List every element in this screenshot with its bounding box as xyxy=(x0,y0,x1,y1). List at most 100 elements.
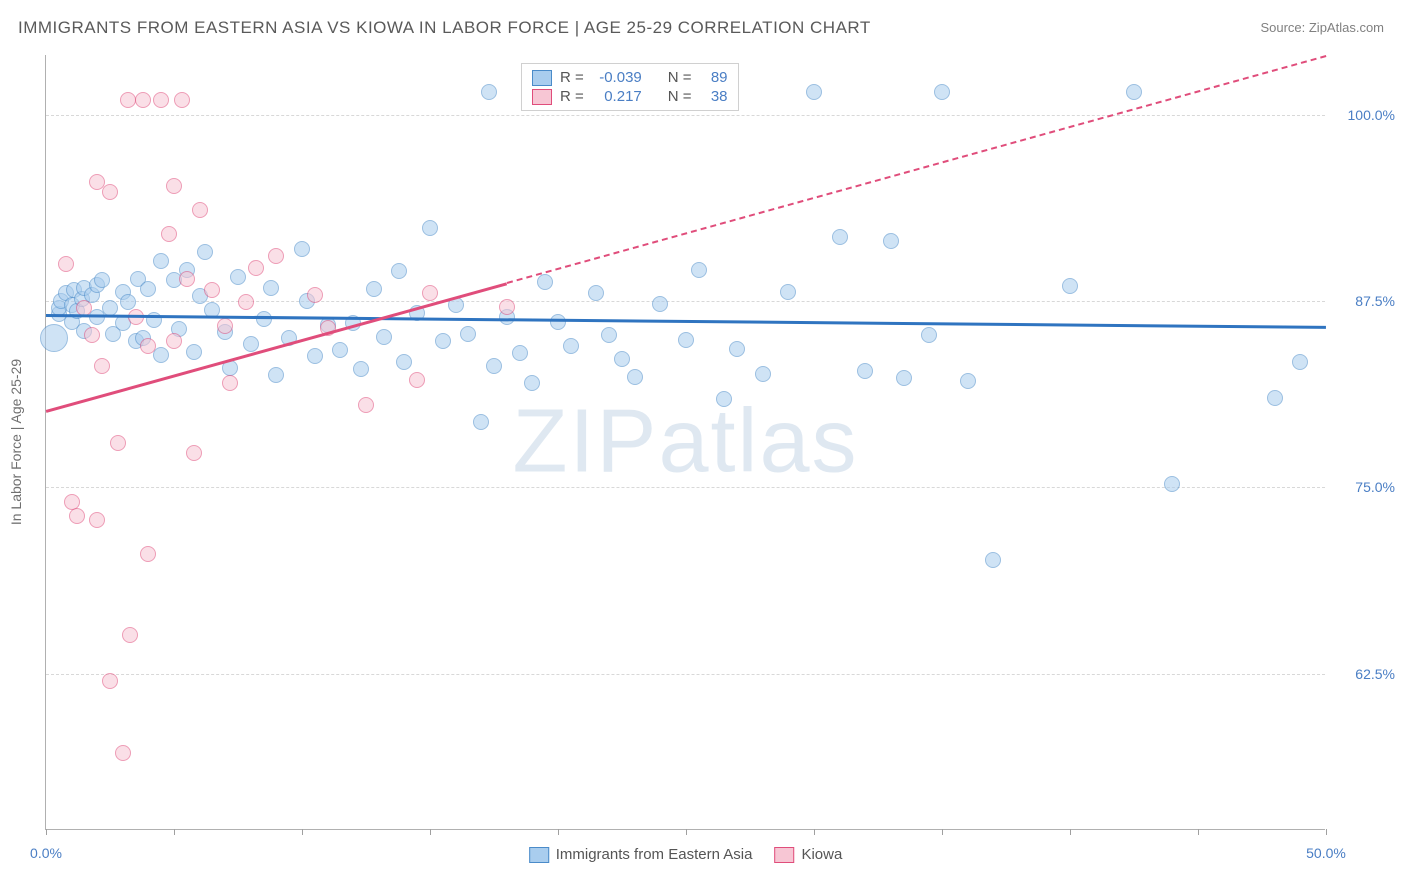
data-point xyxy=(166,178,182,194)
data-point xyxy=(120,294,136,310)
data-point xyxy=(435,333,451,349)
data-point xyxy=(550,314,566,330)
data-point xyxy=(140,546,156,562)
gridline-h xyxy=(46,674,1325,675)
legend-label: Immigrants from Eastern Asia xyxy=(556,846,753,863)
y-axis-label: In Labor Force | Age 25-29 xyxy=(8,359,24,525)
data-point xyxy=(460,326,476,342)
x-tick-label: 50.0% xyxy=(1306,845,1346,861)
y-tick-label: 87.5% xyxy=(1355,293,1395,309)
data-point xyxy=(524,375,540,391)
data-point xyxy=(243,336,259,352)
x-tick xyxy=(302,829,303,835)
plot-area: In Labor Force | Age 25-29 ZIPatlas 62.5… xyxy=(45,55,1325,830)
data-point xyxy=(263,280,279,296)
data-point xyxy=(204,282,220,298)
n-label: N = xyxy=(668,88,692,105)
data-point xyxy=(896,370,912,386)
data-point xyxy=(102,184,118,200)
chart-title: IMMIGRANTS FROM EASTERN ASIA VS KIOWA IN… xyxy=(18,18,871,38)
data-point xyxy=(174,92,190,108)
data-point xyxy=(40,324,68,352)
data-point xyxy=(1062,278,1078,294)
r-label: R = xyxy=(560,69,584,86)
legend-swatch xyxy=(532,70,552,86)
data-point xyxy=(217,318,233,334)
data-point xyxy=(601,327,617,343)
y-tick-label: 62.5% xyxy=(1355,666,1395,682)
stat-row: R = -0.039 N = 89 xyxy=(532,68,728,87)
x-tick xyxy=(814,829,815,835)
data-point xyxy=(307,287,323,303)
data-point xyxy=(94,272,110,288)
legend-item: Immigrants from Eastern Asia xyxy=(529,846,753,863)
data-point xyxy=(140,281,156,297)
r-value: -0.039 xyxy=(592,69,642,86)
data-point xyxy=(122,627,138,643)
legend-swatch xyxy=(529,847,549,863)
n-value: 89 xyxy=(700,69,728,86)
x-tick-label: 0.0% xyxy=(30,845,62,861)
gridline-h xyxy=(46,487,1325,488)
data-point xyxy=(1267,390,1283,406)
data-point xyxy=(140,338,156,354)
r-value: 0.217 xyxy=(592,88,642,105)
x-tick xyxy=(942,829,943,835)
data-point xyxy=(512,345,528,361)
x-tick xyxy=(686,829,687,835)
data-point xyxy=(94,358,110,374)
data-point xyxy=(729,341,745,357)
legend-label: Kiowa xyxy=(801,846,842,863)
data-point xyxy=(1164,476,1180,492)
data-point xyxy=(179,271,195,287)
data-point xyxy=(755,366,771,382)
legend-item: Kiowa xyxy=(774,846,842,863)
data-point xyxy=(391,263,407,279)
data-point xyxy=(376,329,392,345)
legend-swatch xyxy=(532,89,552,105)
data-point xyxy=(84,327,100,343)
data-point xyxy=(161,226,177,242)
legend: Immigrants from Eastern Asia Kiowa xyxy=(529,846,843,863)
data-point xyxy=(537,274,553,290)
data-point xyxy=(256,311,272,327)
data-point xyxy=(192,202,208,218)
data-point xyxy=(110,435,126,451)
x-tick xyxy=(430,829,431,835)
source-label: Source: ZipAtlas.com xyxy=(1260,20,1384,35)
data-point xyxy=(307,348,323,364)
data-point xyxy=(115,745,131,761)
r-label: R = xyxy=(560,88,584,105)
data-point xyxy=(358,397,374,413)
data-point xyxy=(806,84,822,100)
data-point xyxy=(486,358,502,374)
data-point xyxy=(857,363,873,379)
x-tick xyxy=(1326,829,1327,835)
data-point xyxy=(294,241,310,257)
data-point xyxy=(222,375,238,391)
x-tick xyxy=(46,829,47,835)
n-label: N = xyxy=(668,69,692,86)
data-point xyxy=(353,361,369,377)
data-point xyxy=(883,233,899,249)
y-tick-label: 100.0% xyxy=(1348,107,1395,123)
n-value: 38 xyxy=(700,88,728,105)
data-point xyxy=(58,256,74,272)
data-point xyxy=(473,414,489,430)
x-tick xyxy=(558,829,559,835)
data-point xyxy=(120,92,136,108)
data-point xyxy=(332,342,348,358)
data-point xyxy=(499,299,515,315)
watermark: ZIPatlas xyxy=(512,391,858,494)
data-point xyxy=(135,92,151,108)
data-point xyxy=(1126,84,1142,100)
data-point xyxy=(366,281,382,297)
data-point xyxy=(1292,354,1308,370)
trendline xyxy=(46,314,1326,328)
data-point xyxy=(716,391,732,407)
data-point xyxy=(678,332,694,348)
data-point xyxy=(238,294,254,310)
data-point xyxy=(197,244,213,260)
y-tick-label: 75.0% xyxy=(1355,479,1395,495)
correlation-stats-box: R = -0.039 N = 89 R = 0.217 N = 38 xyxy=(521,63,739,111)
